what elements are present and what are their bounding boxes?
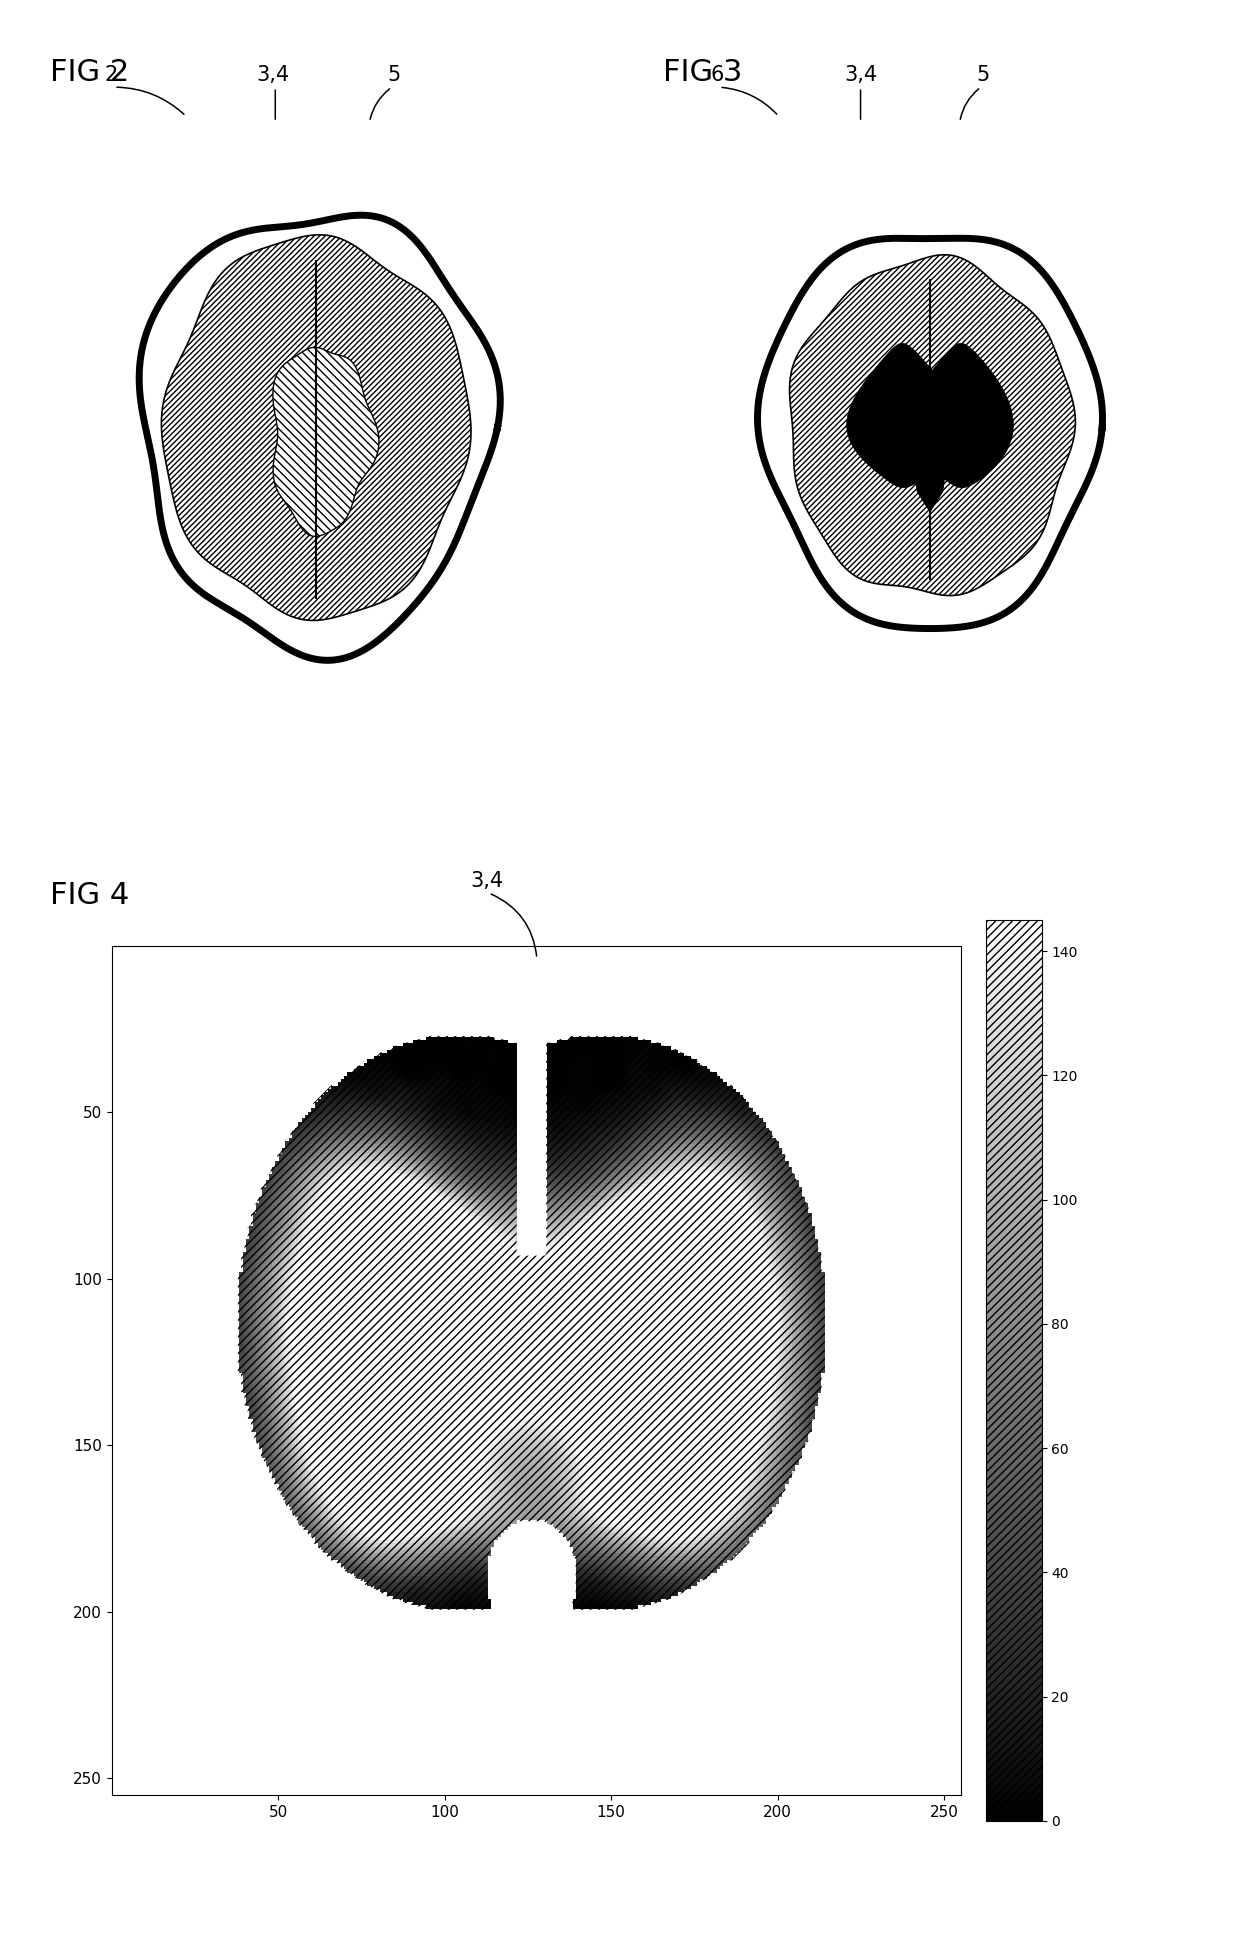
Polygon shape: [161, 234, 471, 620]
Text: 3,4: 3,4: [471, 872, 503, 891]
Polygon shape: [905, 343, 1013, 488]
Text: 5: 5: [977, 66, 990, 85]
Text: FIG 3: FIG 3: [663, 58, 743, 87]
Text: 6: 6: [711, 66, 723, 85]
Polygon shape: [139, 215, 500, 661]
Polygon shape: [847, 343, 955, 488]
Text: 5: 5: [388, 66, 401, 85]
Text: FIG 2: FIG 2: [50, 58, 129, 87]
Polygon shape: [790, 256, 1075, 595]
Polygon shape: [273, 347, 379, 537]
Text: 3,4: 3,4: [257, 66, 289, 85]
Text: 3,4: 3,4: [844, 66, 877, 85]
Text: FIG 4: FIG 4: [50, 881, 129, 910]
Polygon shape: [911, 449, 949, 513]
Text: 2: 2: [105, 66, 118, 85]
Polygon shape: [758, 238, 1102, 630]
